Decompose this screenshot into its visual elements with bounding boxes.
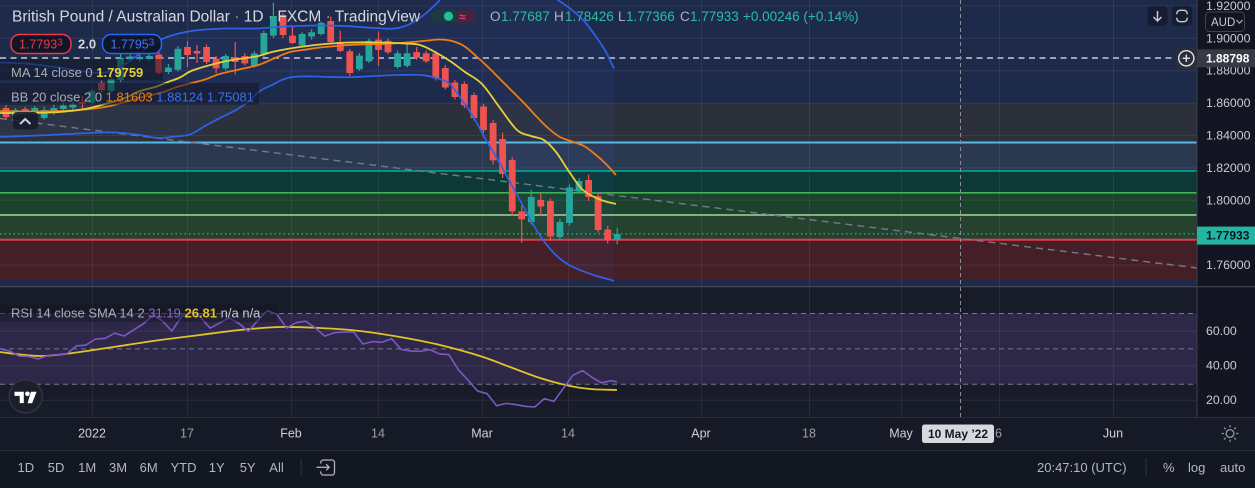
svg-text:1.80000: 1.80000 [1206,193,1251,207]
svg-text:1.76000: 1.76000 [1206,258,1251,272]
svg-text:10 May ’22: 10 May ’22 [928,427,988,441]
svg-text:≈: ≈ [459,10,466,24]
svg-text:18: 18 [802,427,816,441]
svg-text:2022: 2022 [78,427,106,441]
svg-text:RSI 14 close SMA 14 2 31.19: RSI 14 close SMA 14 2 31.19 26.81 n/a n/… [11,306,261,321]
svg-text:Feb: Feb [280,427,302,441]
svg-text:MA 14 close 0 1.79759: MA 14 close 0 1.79759 [11,65,143,80]
svg-text:British Pound / Australian Dol: British Pound / Australian Dollar · 1D ·… [12,9,421,26]
svg-text:2.0: 2.0 [78,37,96,52]
svg-text:%: % [1163,460,1175,475]
svg-text:60.00: 60.00 [1206,324,1237,338]
svg-text:1.86000: 1.86000 [1206,96,1251,110]
svg-text:Apr: Apr [691,427,710,441]
svg-text:1.92000: 1.92000 [1206,0,1251,13]
svg-text:17: 17 [180,427,194,441]
svg-text:5D: 5D [48,460,65,475]
svg-text:1.82000: 1.82000 [1206,161,1251,175]
svg-text:40.00: 40.00 [1206,359,1237,373]
svg-text:1.77953: 1.77953 [111,38,155,52]
svg-text:1.90000: 1.90000 [1206,31,1251,45]
svg-text:May: May [889,427,913,441]
svg-text:Mar: Mar [471,427,493,441]
svg-text:20.00: 20.00 [1206,393,1237,407]
svg-text:20:47:10 (UTC): 20:47:10 (UTC) [1037,460,1127,475]
svg-text:1M: 1M [78,460,96,475]
svg-text:1.84000: 1.84000 [1206,129,1251,143]
svg-text:1.77933: 1.77933 [1206,229,1250,243]
svg-text:1.88798: 1.88798 [1206,51,1250,65]
svg-text:Jun: Jun [1103,427,1123,441]
svg-text:3M: 3M [109,460,127,475]
svg-text:BB 20 close 2 0 1.81603 1.881: BB 20 close 2 0 1.81603 1.88124 1.75081 [11,90,254,105]
svg-text:AUD: AUD [1211,17,1235,29]
svg-text:14: 14 [561,427,575,441]
svg-text:log: log [1188,460,1205,475]
svg-text:auto: auto [1220,460,1245,475]
svg-text:YTD: YTD [171,460,197,475]
svg-text:1D: 1D [18,460,35,475]
svg-text:14: 14 [371,427,385,441]
svg-text:All: All [269,460,284,475]
svg-text:1.77933: 1.77933 [19,38,63,52]
svg-text:6M: 6M [140,460,158,475]
svg-text:1Y: 1Y [209,460,225,475]
svg-text:5Y: 5Y [240,460,256,475]
